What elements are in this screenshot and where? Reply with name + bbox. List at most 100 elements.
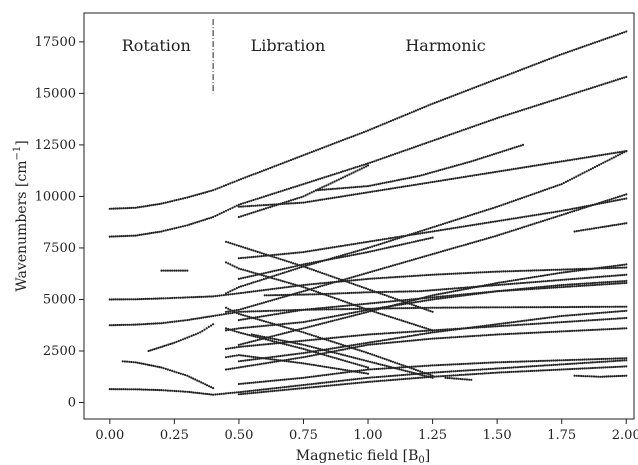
data-point [362,365,365,368]
data-point [366,164,370,167]
data-point [300,290,303,293]
data-point [485,271,488,274]
data-point [477,85,480,88]
data-point [402,185,405,188]
data-point [414,240,417,243]
data-point [571,320,574,323]
data-point [600,275,603,278]
data-point [404,301,407,304]
data-point [504,231,507,234]
data-point [294,345,297,348]
data-point [154,231,157,234]
data-point [212,393,215,396]
data-point [285,260,288,263]
data-point [350,344,353,347]
data-point [352,275,355,278]
data-point [110,235,113,238]
data-point [479,271,482,274]
data-point [331,305,334,309]
data-point [377,308,380,311]
data-point [292,388,295,391]
data-point [344,354,347,357]
data-point [506,218,509,221]
data-point [410,330,413,333]
data-point [366,288,370,291]
data-point [302,339,305,342]
data-point [625,305,628,308]
data-point [229,242,232,245]
data-point [369,288,372,291]
data-point [366,308,370,311]
data-point [454,177,457,180]
data-point [317,291,320,294]
data-point [444,178,447,182]
data-point [454,306,457,309]
data-point [464,373,467,376]
data-point [325,145,328,148]
data-point [548,217,551,221]
data-point [335,314,338,317]
data-point [366,302,370,305]
data-point [502,169,505,172]
data-point [335,172,338,175]
data-point [435,101,438,104]
data-point [435,337,438,340]
data-point [371,309,374,312]
data-point [254,274,257,277]
data-point [552,56,555,59]
data-point [164,321,167,324]
data-point [308,308,311,311]
data-point [585,367,588,370]
data-point [515,282,518,285]
data-point [302,321,305,324]
data-point [287,327,290,330]
data-point [385,121,388,124]
data-point [516,360,520,363]
data-point [546,306,549,309]
data-point [250,310,253,313]
data-point [412,371,415,375]
data-point [458,272,461,275]
data-point [373,277,376,280]
data-point [157,346,160,349]
data-point [379,367,382,370]
data-point [500,306,503,309]
data-point [389,338,392,341]
data-point [289,360,293,363]
data-point [356,133,359,136]
data-point [394,307,397,310]
data-point [471,335,474,338]
data-point [516,110,520,113]
data-point [543,359,547,362]
data-point [502,280,505,284]
data-point [233,330,236,333]
data-point [394,276,397,279]
data-point [298,377,301,380]
data-point [456,272,459,275]
data-point [331,336,334,339]
data-point [306,250,309,253]
data-point [264,288,268,291]
data-point [271,254,274,257]
data-point [425,105,428,108]
data-point [610,317,613,320]
data-point [588,228,591,231]
data-point [323,188,326,191]
data-point [571,93,574,96]
data-point [619,274,622,277]
data-point [408,302,411,305]
data-point [515,145,518,148]
data-point [439,179,442,182]
data-point [621,282,624,285]
data-point [354,307,357,310]
data-point [616,305,620,308]
data-point [385,246,388,249]
data-point [339,305,343,308]
data-point [289,310,293,313]
data-point [181,225,185,228]
data-point [138,388,141,391]
data-point [564,285,568,288]
data-point [383,241,386,244]
data-point [377,268,380,271]
data-point [302,327,305,330]
